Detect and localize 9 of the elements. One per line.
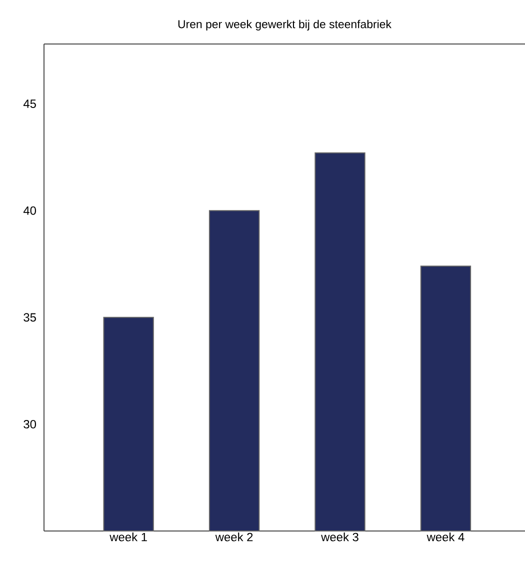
y-tick-label: 30 — [24, 420, 36, 428]
x-tick-label: week 2 — [215, 532, 253, 542]
x-tick-label: week 1 — [110, 532, 147, 542]
x-tick-label: week 3 — [321, 532, 358, 542]
y-tick-label: 40 — [23, 206, 36, 215]
y-tick-label: 45 — [23, 100, 36, 108]
chart-title: Uren per week gewerkt bij de steenfabriek — [178, 20, 392, 30]
y-tick-label: 35 — [24, 313, 36, 322]
x-tick-label: week 4 — [426, 532, 464, 542]
